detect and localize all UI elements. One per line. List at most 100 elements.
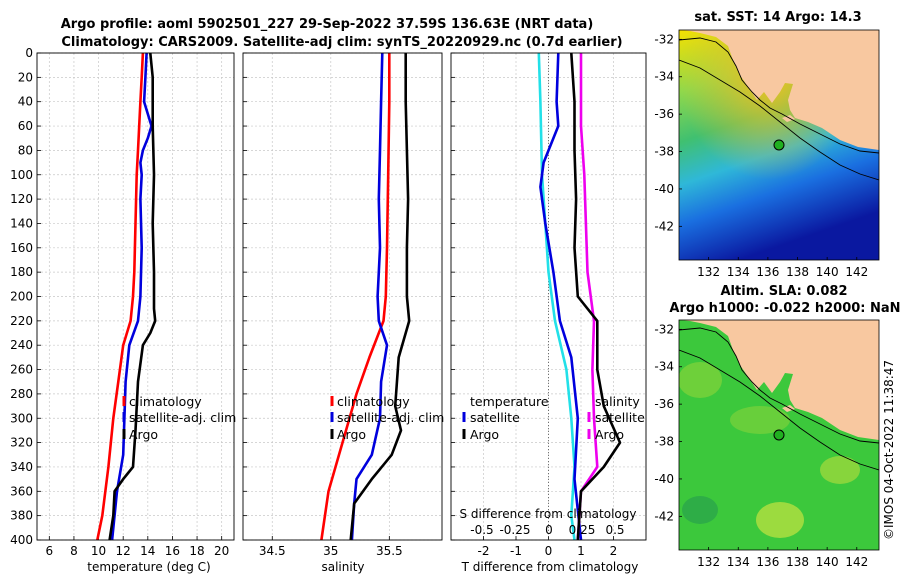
sst-map-title: sat. SST: 14 Argo: 14.3 xyxy=(694,10,861,25)
map-x-tick-label: 140 xyxy=(816,555,839,569)
deep-contour-line xyxy=(679,349,879,471)
axes-frame xyxy=(450,52,647,541)
figure-title-line1: Argo profile: aoml 5902501_227 29-Sep-20… xyxy=(61,17,594,32)
legend-heading-temperature: temperature xyxy=(470,394,549,409)
salinity-panel: 34.5 35 35.5 xyxy=(242,52,443,558)
map-x-tick-label: 132 xyxy=(697,555,720,569)
map-x-tick-label: 142 xyxy=(845,265,868,279)
depth-tick-label: 360 xyxy=(10,484,33,498)
sst-map-frame xyxy=(678,29,880,261)
s-diff-tick-label: -0.25 xyxy=(499,523,530,537)
depth-tick-label: 40 xyxy=(18,95,33,109)
depth-tick-label: 200 xyxy=(10,290,33,304)
s-diff-tick-label: 0 xyxy=(545,523,553,537)
x-tick-label: 10 xyxy=(91,544,106,558)
x-tick-label: 8 xyxy=(70,544,78,558)
x-tick-label: -2 xyxy=(478,544,490,558)
legend-label-satellite: satellite-adj. clim xyxy=(337,410,444,425)
axes-frame xyxy=(242,52,443,541)
legend-label-argo: Argo xyxy=(129,427,158,442)
legend-label-t-argo: Argo xyxy=(470,427,499,442)
s-diff-tick-labels: -0.5 -0.25 0 0.25 0.5 xyxy=(470,523,624,537)
map-y-tick-label: -40 xyxy=(654,182,674,196)
temperature-legend: climatology satellite-adj. clim Argo xyxy=(122,394,236,442)
x-tick-label: -1 xyxy=(510,544,522,558)
depth-tick-label: 180 xyxy=(10,265,33,279)
difference-legend: temperature satellite Argo salinity sate… xyxy=(462,394,645,442)
x-tick-label: 0 xyxy=(545,544,553,558)
series-line-temperature-argo-satellite- xyxy=(539,52,583,541)
shelf-contour-line xyxy=(679,37,879,154)
depth-tick-label: 20 xyxy=(18,70,33,84)
x-tick-label: 1 xyxy=(577,544,585,558)
imos-watermark: ©IMOS 04-Oct-2022 11:38:47 xyxy=(882,360,896,540)
x-tick-label: 35.5 xyxy=(376,544,403,558)
map-x-tick-label: 140 xyxy=(816,265,839,279)
depth-tick-label: 100 xyxy=(10,168,33,182)
series-line-temperature-satellite xyxy=(537,52,576,541)
island-shape xyxy=(782,405,795,412)
map-x-tick-label: 134 xyxy=(727,555,750,569)
sla-blob xyxy=(682,496,718,524)
sla-map xyxy=(679,320,879,550)
depth-tick-label: 300 xyxy=(10,411,33,425)
series-line-satellite-adj-clim xyxy=(350,52,389,541)
deep-contour-line xyxy=(679,59,879,181)
temperature-xlabel: temperature (deg C) xyxy=(87,560,210,574)
legend-label-satellite: satellite-adj. clim xyxy=(129,410,236,425)
legend-label-s-satellite: satellite xyxy=(595,410,645,425)
difference-xlabel: T difference from climatology xyxy=(461,560,639,574)
x-tick-label: 6 xyxy=(45,544,53,558)
depth-tick-label: 220 xyxy=(10,314,33,328)
x-tick-label: 14 xyxy=(140,544,155,558)
depth-tick-label: 240 xyxy=(10,338,33,352)
legend-label-climatology: climatology xyxy=(337,394,410,409)
s-diff-tick-label: 0.25 xyxy=(569,523,596,537)
map-x-tick-label: 138 xyxy=(786,555,809,569)
sla-blob xyxy=(756,502,804,538)
x-tick-label: 18 xyxy=(189,544,204,558)
depth-tick-label: 60 xyxy=(18,119,33,133)
x-tick-label: 34.5 xyxy=(259,544,286,558)
figure-title-line2: Climatology: CARS2009. Satellite-adj cli… xyxy=(61,35,622,50)
depth-tick-label: 140 xyxy=(10,216,33,230)
difference-top-axis-label: S difference from climatology xyxy=(460,507,637,521)
legend-heading-salinity: salinity xyxy=(595,394,640,409)
island-shape xyxy=(782,115,795,122)
map-y-tick-label: -36 xyxy=(654,107,674,121)
salinity-xlabel: salinity xyxy=(321,560,364,574)
map-y-tick-label: -40 xyxy=(654,472,674,486)
legend-label-climatology: climatology xyxy=(129,394,202,409)
map-x-tick-label: 142 xyxy=(845,555,868,569)
argo-float-marker xyxy=(773,139,785,151)
map-y-tick-label: -32 xyxy=(654,322,674,336)
sla-map-title-line1: Altim. SLA: 0.082 xyxy=(721,284,848,299)
x-tick-label: 35 xyxy=(323,544,338,558)
map-x-tick-label: 132 xyxy=(697,265,720,279)
map-y-tick-label: -38 xyxy=(654,435,674,449)
argo-float-marker xyxy=(773,429,785,441)
series-line-argo xyxy=(108,52,157,541)
map-y-tick-label: -34 xyxy=(654,360,674,374)
sst-map xyxy=(679,30,879,260)
depth-tick-label: 260 xyxy=(10,363,33,377)
map-x-tick-label: 136 xyxy=(756,555,779,569)
x-tick-label: 12 xyxy=(116,544,131,558)
map-y-tick-label: -42 xyxy=(654,219,674,233)
depth-tick-label: 0 xyxy=(25,46,33,60)
depth-tick-label: 280 xyxy=(10,387,33,401)
series-line-climatology xyxy=(96,52,145,541)
legend-label-s-argo: Argo xyxy=(595,427,624,442)
legend-label-t-satellite: satellite xyxy=(470,410,520,425)
map-y-tick-label: -38 xyxy=(654,145,674,159)
s-diff-tick-label: -0.5 xyxy=(470,523,493,537)
map-y-tick-label: -32 xyxy=(654,32,674,46)
series-line-salinity-satellite xyxy=(576,53,599,541)
sla-map-title-line2: Argo h1000: -0.022 h2000: NaN xyxy=(669,301,900,316)
x-tick-label: 20 xyxy=(214,544,229,558)
map-y-tick-label: -36 xyxy=(654,397,674,411)
temperature-panel: 0 20 40 60 80 100 120 140 160 180 200 220 240 260 280 3… xyxy=(10,46,235,558)
sla-blob xyxy=(679,362,722,398)
depth-tick-label: 80 xyxy=(18,143,33,157)
depth-tick-label: 380 xyxy=(10,509,33,523)
